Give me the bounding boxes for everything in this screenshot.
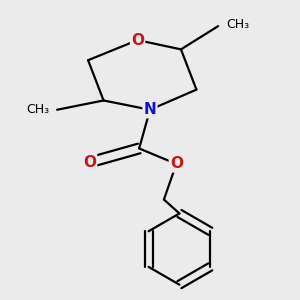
Text: O: O: [170, 156, 183, 171]
Text: O: O: [131, 33, 144, 48]
Text: O: O: [83, 155, 96, 170]
Text: CH₃: CH₃: [226, 18, 249, 31]
Text: N: N: [144, 102, 156, 117]
Text: CH₃: CH₃: [26, 103, 50, 116]
